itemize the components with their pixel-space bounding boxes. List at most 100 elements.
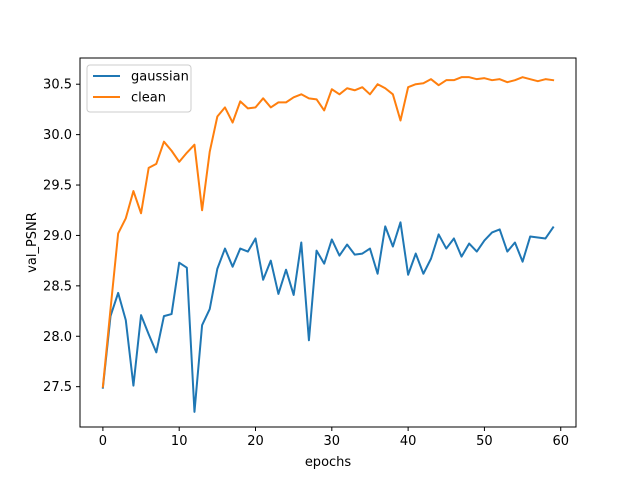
- data-point-gaussian: [193, 411, 195, 413]
- data-point-clean: [529, 78, 531, 80]
- data-point-gaussian: [422, 273, 424, 275]
- data-point-gaussian: [323, 262, 325, 264]
- data-point-clean: [117, 232, 119, 234]
- data-point-gaussian: [285, 269, 287, 271]
- data-point-gaussian: [415, 252, 417, 254]
- data-point-gaussian: [155, 351, 157, 353]
- series-layer: [101, 76, 555, 413]
- data-point-gaussian: [315, 249, 317, 251]
- x-tick-label: 20: [247, 434, 264, 449]
- y-tick-label: 28.0: [43, 330, 72, 345]
- series-line-clean: [101, 76, 555, 388]
- data-point-clean: [422, 82, 424, 84]
- x-tick-label: 40: [400, 434, 417, 449]
- data-point-gaussian: [506, 250, 508, 252]
- data-point-gaussian: [140, 314, 142, 316]
- data-point-gaussian: [292, 294, 294, 296]
- y-tick-label: 28.5: [43, 279, 72, 294]
- data-point-gaussian: [529, 235, 531, 237]
- data-point-clean: [506, 81, 508, 83]
- data-point-clean: [300, 93, 302, 95]
- data-point-clean: [338, 93, 340, 95]
- data-point-gaussian: [453, 237, 455, 239]
- data-point-clean: [277, 101, 279, 103]
- data-point-clean: [537, 80, 539, 82]
- data-point-clean: [514, 79, 516, 81]
- data-point-gaussian: [369, 247, 371, 249]
- data-point-gaussian: [239, 247, 241, 249]
- data-point-gaussian: [498, 228, 500, 230]
- y-tick-label: 29.5: [43, 179, 72, 194]
- data-point-clean: [369, 93, 371, 95]
- data-point-clean: [193, 144, 195, 146]
- data-point-clean: [491, 79, 493, 81]
- data-point-gaussian: [300, 241, 302, 243]
- legend-label-gaussian: gaussian: [131, 70, 189, 85]
- data-point-gaussian: [445, 247, 447, 249]
- data-point-gaussian: [514, 241, 516, 243]
- data-point-gaussian: [170, 313, 172, 315]
- data-point-clean: [308, 97, 310, 99]
- data-point-clean: [147, 167, 149, 169]
- data-point-gaussian: [147, 333, 149, 335]
- data-point-gaussian: [132, 384, 134, 386]
- data-point-clean: [125, 217, 127, 219]
- data-point-clean: [384, 87, 386, 89]
- y-tick-label: 27.5: [43, 380, 72, 395]
- data-point-clean: [399, 119, 401, 121]
- data-point-gaussian: [407, 274, 409, 276]
- y-tick-label: 29.0: [43, 229, 72, 244]
- data-point-gaussian: [476, 250, 478, 252]
- data-point-clean: [544, 78, 546, 80]
- data-point-gaussian: [399, 221, 401, 223]
- y-tick-label: 30.0: [43, 128, 72, 143]
- data-point-clean: [292, 96, 294, 98]
- data-point-clean: [437, 84, 439, 86]
- data-point-gaussian: [521, 260, 523, 262]
- data-point-clean: [361, 86, 363, 88]
- data-point-gaussian: [361, 252, 363, 254]
- data-point-clean: [186, 152, 188, 154]
- data-point-clean: [247, 107, 249, 109]
- data-point-gaussian: [460, 255, 462, 257]
- data-point-gaussian: [216, 268, 218, 270]
- data-point-gaussian: [262, 279, 264, 281]
- data-point-clean: [140, 212, 142, 214]
- x-tick-label: 10: [171, 434, 188, 449]
- data-point-clean: [483, 77, 485, 79]
- data-point-clean: [102, 385, 104, 387]
- data-point-gaussian: [117, 292, 119, 294]
- data-point-clean: [354, 89, 356, 91]
- data-point-clean: [209, 151, 211, 153]
- data-point-gaussian: [346, 243, 348, 245]
- x-axis-ticks: 0 10 20 30 40 50 60: [99, 427, 569, 449]
- data-point-clean: [453, 79, 455, 81]
- data-point-clean: [315, 98, 317, 100]
- data-point-gaussian: [552, 226, 554, 228]
- data-point-gaussian: [354, 253, 356, 255]
- data-point-clean: [521, 76, 523, 78]
- data-point-clean: [407, 86, 409, 88]
- legend-label-clean: clean: [131, 91, 166, 106]
- data-point-gaussian: [247, 250, 249, 252]
- data-point-clean: [170, 150, 172, 152]
- data-point-clean: [132, 190, 134, 192]
- data-point-clean: [155, 163, 157, 165]
- data-point-clean: [392, 93, 394, 95]
- data-point-gaussian: [376, 273, 378, 275]
- data-point-gaussian: [209, 308, 211, 310]
- data-point-gaussian: [338, 254, 340, 256]
- data-point-clean: [468, 76, 470, 78]
- x-tick-label: 50: [476, 434, 493, 449]
- data-point-gaussian: [270, 259, 272, 261]
- x-tick-label: 0: [99, 434, 107, 449]
- data-point-gaussian: [125, 319, 127, 321]
- data-point-gaussian: [537, 236, 539, 238]
- data-point-clean: [224, 106, 226, 108]
- data-point-gaussian: [308, 339, 310, 341]
- data-point-gaussian: [430, 257, 432, 259]
- data-point-gaussian: [483, 239, 485, 241]
- x-tick-label: 30: [324, 434, 341, 449]
